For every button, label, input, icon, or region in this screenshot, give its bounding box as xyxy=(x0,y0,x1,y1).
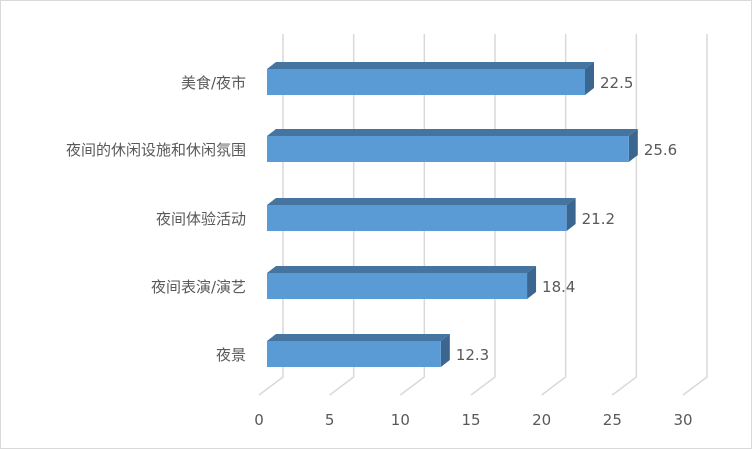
data-label: 12.3 xyxy=(456,346,489,364)
x-tick-label: 30 xyxy=(673,411,692,429)
bar xyxy=(267,69,585,95)
bar-top xyxy=(267,334,450,341)
category-label: 夜景 xyxy=(216,346,246,364)
x-tick-label: 15 xyxy=(461,411,480,429)
bar xyxy=(267,136,629,162)
data-label: 22.5 xyxy=(600,74,633,92)
bar-side xyxy=(628,129,638,162)
bar-top xyxy=(267,266,537,273)
x-tick-label: 0 xyxy=(254,411,264,429)
x-tick-label: 10 xyxy=(391,411,410,429)
bar xyxy=(267,205,567,231)
bar-side xyxy=(527,266,537,299)
x-tick-label: 5 xyxy=(325,411,335,429)
category-label: 夜间体验活动 xyxy=(156,210,246,228)
bar-top xyxy=(267,198,576,205)
data-label: 18.4 xyxy=(542,278,575,296)
bar-top xyxy=(267,129,638,136)
x-tick-label: 20 xyxy=(532,411,551,429)
data-label: 25.6 xyxy=(644,141,677,159)
x-tick-label: 25 xyxy=(603,411,622,429)
category-label: 美食/夜市 xyxy=(181,74,246,92)
bar-side xyxy=(585,62,594,95)
bar-side xyxy=(440,334,450,367)
gridline xyxy=(682,34,708,396)
bar xyxy=(267,341,441,367)
data-label: 21.2 xyxy=(582,210,615,228)
category-label: 夜间表演/演艺 xyxy=(151,278,246,296)
category-label: 夜间的休闲设施和休闲氛围 xyxy=(66,141,246,159)
bar-top xyxy=(267,62,594,69)
bar-side xyxy=(566,198,576,231)
bar xyxy=(267,273,528,299)
